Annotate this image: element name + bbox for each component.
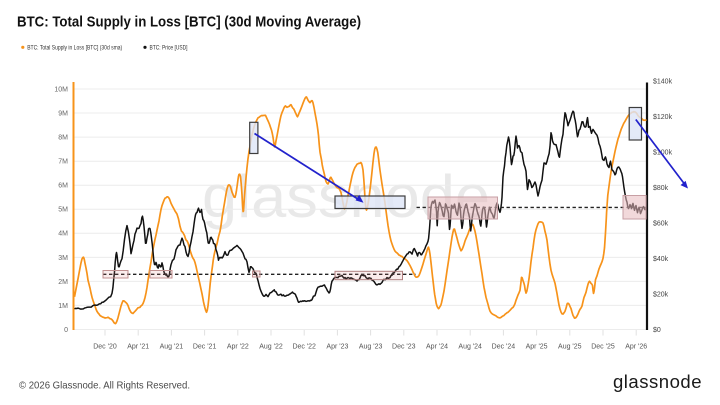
svg-text:BTC: Price [USD]: BTC: Price [USD]	[150, 45, 188, 52]
svg-text:10M: 10M	[54, 86, 68, 93]
svg-text:$20k: $20k	[653, 291, 669, 298]
svg-text:© 2026 Glassnode. All Rights R: © 2026 Glassnode. All Rights Reserved.	[19, 380, 190, 392]
svg-text:glassnode: glassnode	[613, 371, 702, 392]
svg-text:7M: 7M	[58, 159, 68, 166]
svg-text:Dec '20: Dec '20	[93, 344, 117, 351]
svg-text:Apr '21: Apr '21	[127, 344, 149, 351]
svg-text:Aug '25: Aug '25	[558, 344, 582, 351]
svg-text:4M: 4M	[58, 231, 68, 238]
svg-text:Aug '24: Aug '24	[458, 344, 482, 351]
svg-text:0: 0	[64, 327, 68, 334]
svg-text:$140k: $140k	[653, 78, 673, 85]
svg-text:$40k: $40k	[653, 256, 669, 263]
svg-text:Aug '22: Aug '22	[259, 344, 283, 351]
svg-text:Apr '24: Apr '24	[426, 344, 448, 351]
svg-text:2M: 2M	[58, 279, 68, 286]
svg-text:Apr '22: Apr '22	[227, 344, 249, 351]
svg-text:5M: 5M	[58, 207, 68, 214]
svg-text:Apr '25: Apr '25	[526, 344, 548, 351]
svg-text:Aug '21: Aug '21	[160, 344, 184, 351]
svg-text:Dec '21: Dec '21	[193, 344, 217, 351]
svg-text:Apr '26: Apr '26	[625, 344, 647, 351]
svg-text:3M: 3M	[58, 255, 68, 262]
svg-text:$0: $0	[653, 327, 661, 334]
svg-text:$80k: $80k	[653, 185, 669, 192]
svg-text:$60k: $60k	[653, 220, 669, 227]
svg-text:Dec '25: Dec '25	[591, 344, 615, 351]
svg-text:Dec '22: Dec '22	[292, 344, 316, 351]
svg-text:Apr '23: Apr '23	[326, 344, 348, 351]
svg-text:$120k: $120k	[653, 114, 673, 121]
svg-text:8M: 8M	[58, 135, 68, 142]
svg-text:$100k: $100k	[653, 149, 673, 156]
svg-text:BTC: Total Supply in Loss [BTC: BTC: Total Supply in Loss [BTC] (30d Mov…	[17, 14, 361, 31]
svg-text:1M: 1M	[58, 303, 68, 310]
svg-text:BTC: Total Supply in Loss [BTC: BTC: Total Supply in Loss [BTC] (30d sma…	[27, 45, 122, 52]
svg-text:Dec '24: Dec '24	[492, 344, 516, 351]
svg-text:9M: 9M	[58, 110, 68, 117]
svg-text:Dec '23: Dec '23	[392, 344, 416, 351]
svg-text:6M: 6M	[58, 183, 68, 190]
svg-text:Aug '23: Aug '23	[359, 344, 383, 351]
